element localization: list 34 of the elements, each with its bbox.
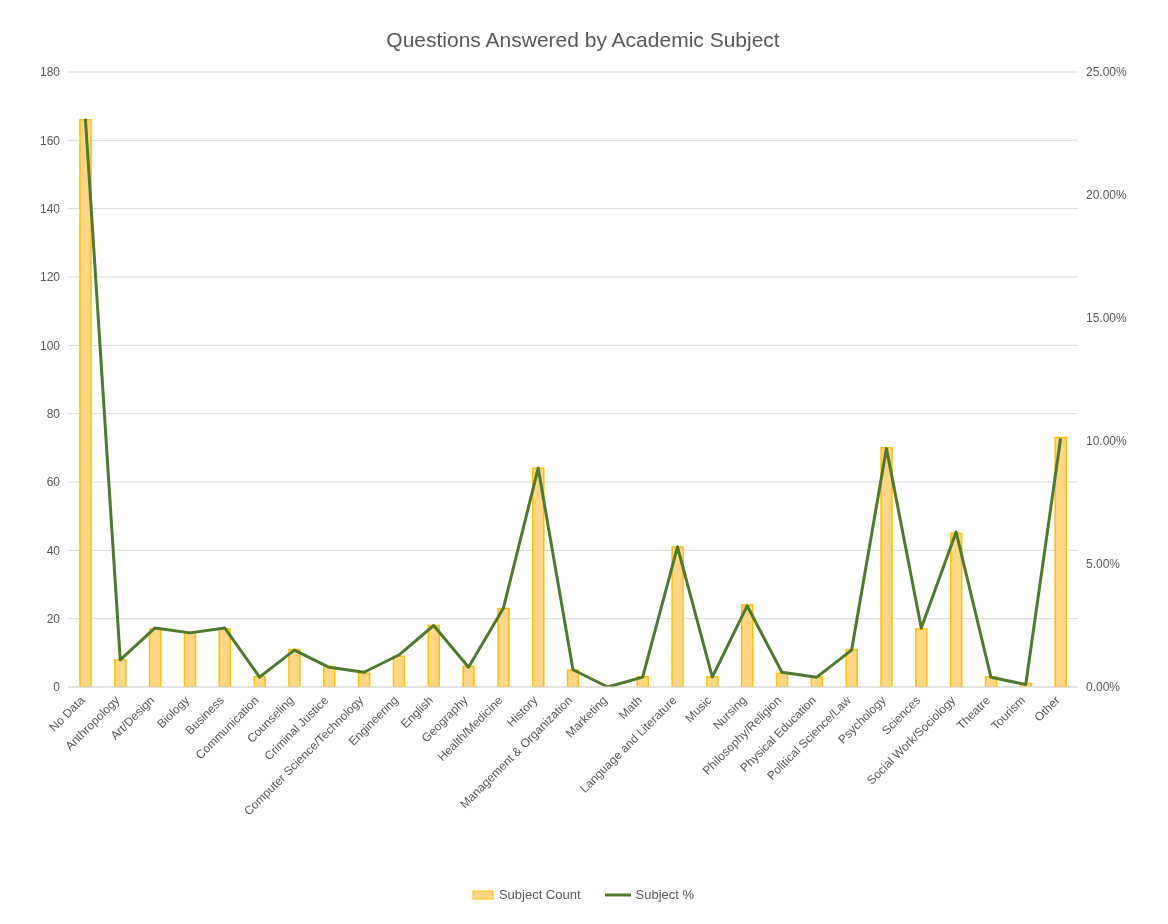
bar [845,648,858,687]
y2-tick-label: 15.00% [1086,311,1128,326]
y-tick-label: 40 [46,543,61,558]
y2-tick-label: 20.00% [1086,188,1128,203]
y-tick-label: 160 [39,133,61,148]
bar [79,119,92,687]
legend-label: Subject % [634,887,695,902]
y2-tick-label: 25.00% [1086,65,1128,80]
bar [288,648,301,687]
bar [706,676,719,687]
y-tick-label: 120 [39,270,61,285]
y-tick-label: 180 [39,65,61,80]
bar [183,631,197,687]
bar [114,658,127,687]
chart-title: Questions Answered by Academic Subject [385,27,781,52]
bar [148,628,162,687]
y-tick-label: 20 [46,611,61,626]
bar [497,607,510,687]
bar [532,467,545,687]
bar [880,447,893,687]
bar [915,628,928,687]
y-tick-label: 60 [46,475,61,490]
y-tick-label: 140 [39,201,61,216]
y2-tick-label: 5.00% [1086,557,1121,572]
bar [671,546,684,687]
legend-label: Subject Count [497,887,581,902]
y2-tick-label: 0.00% [1086,680,1121,695]
y-tick-label: 0 [53,680,61,695]
bar [1054,436,1067,687]
line-series [83,117,1063,687]
y-tick-label: 80 [46,406,61,421]
bar [462,665,475,687]
y2-tick-label: 10.00% [1086,434,1128,449]
y-tick-label: 100 [39,338,61,353]
